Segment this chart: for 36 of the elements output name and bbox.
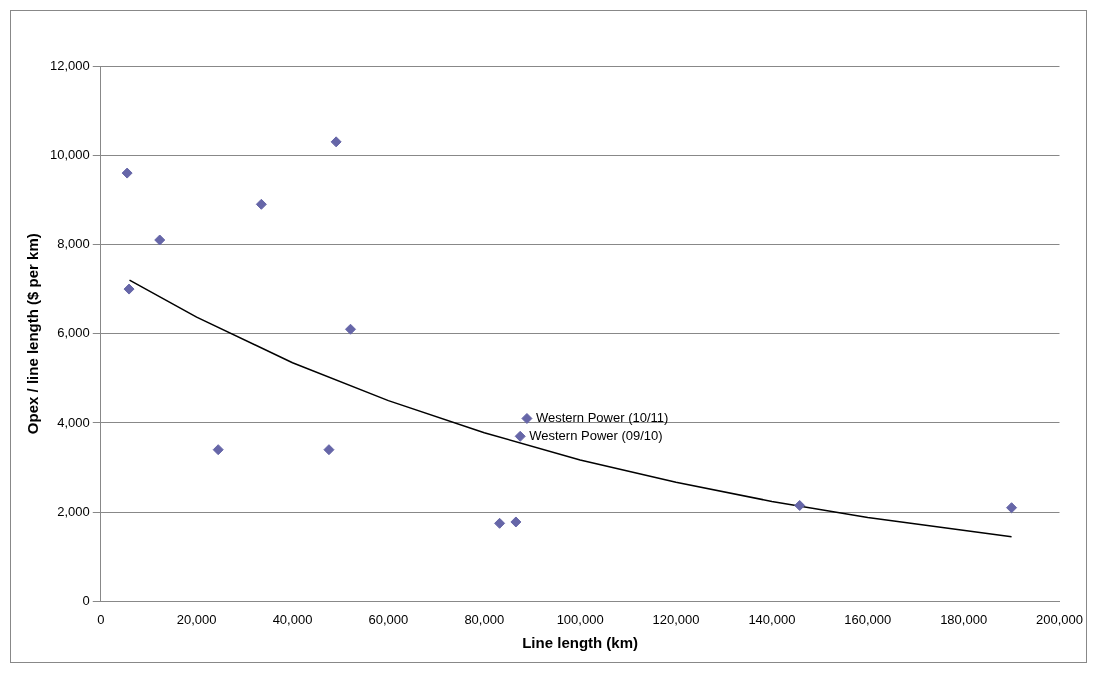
x-tick-label: 20,000 (176, 611, 217, 627)
x-tick-label: 160,000 (844, 611, 892, 627)
point (121, 167, 133, 179)
y-tick-label: 4,000 (57, 414, 90, 430)
x-tick-label: 140,000 (748, 611, 796, 627)
x-tick-label: 80,000 (464, 611, 505, 627)
annotation: Western Power (09/10) (529, 427, 663, 443)
y-tick-label: 0 (82, 592, 90, 608)
x-tick-label: 60,000 (368, 611, 409, 627)
point (154, 234, 166, 246)
point (494, 517, 506, 529)
point (345, 323, 357, 335)
point (330, 136, 342, 148)
y-tick-label: 8,000 (57, 236, 90, 252)
y-tick-label: 2,000 (57, 503, 90, 519)
annotation: Western Power (10/11) (535, 410, 669, 426)
y-tick-label: 10,000 (50, 146, 90, 162)
x-tick-label: 100,000 (556, 611, 604, 627)
point (1006, 502, 1018, 514)
y-tick-label: 12,000 (50, 57, 90, 73)
point (123, 283, 135, 295)
x-axis-title: Line length (km) (522, 634, 639, 652)
point (510, 516, 522, 528)
x-tick-label: 120,000 (652, 611, 700, 627)
point (521, 412, 533, 424)
point (794, 499, 806, 511)
y-axis-title: Opex / line length ($ per km) (24, 233, 42, 435)
point (323, 444, 335, 456)
point (255, 198, 267, 210)
x-tick-label: 200,000 (1036, 611, 1083, 627)
point (514, 430, 526, 442)
point (212, 444, 224, 456)
x-tick-label: 0 (97, 611, 105, 627)
x-tick-label: 180,000 (940, 611, 988, 627)
x-tick-label: 40,000 (272, 611, 313, 627)
y-tick-label: 6,000 (57, 325, 90, 341)
